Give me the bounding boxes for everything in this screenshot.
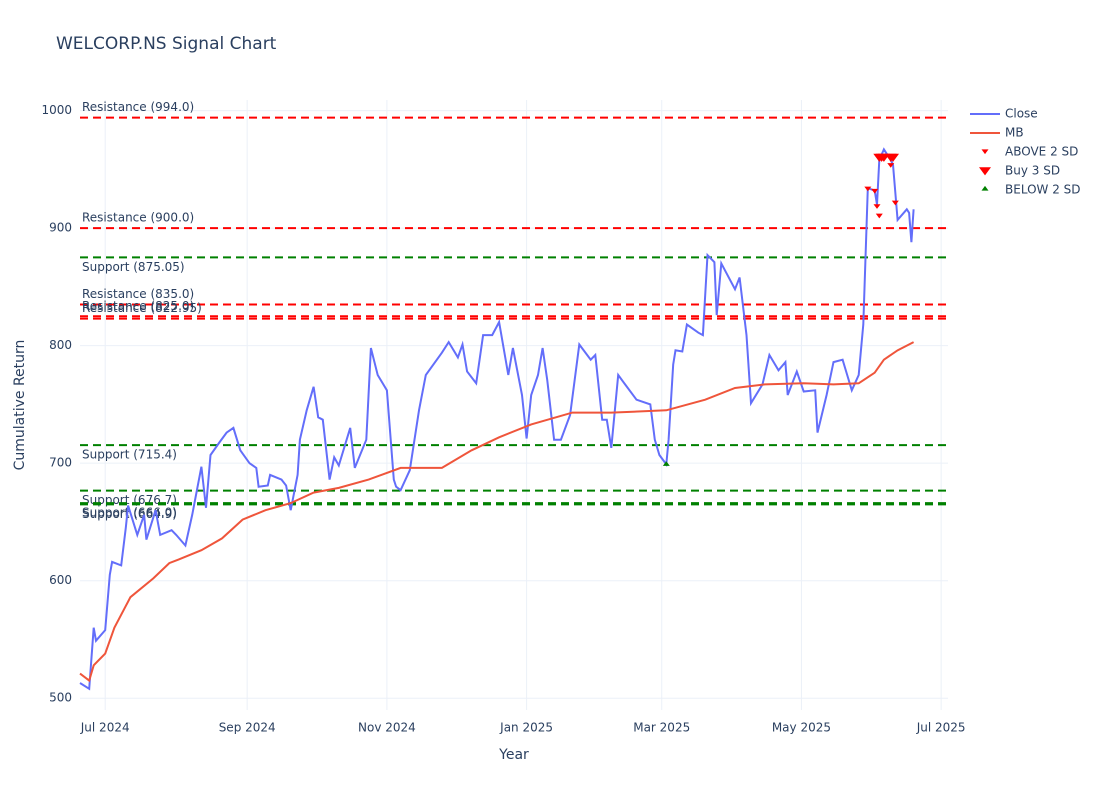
x-tick-label: Sep 2024 xyxy=(219,721,276,735)
y-axis-title: Cumulative Return xyxy=(12,340,28,471)
legend-swatch xyxy=(981,149,989,155)
signal-marker xyxy=(871,188,879,194)
level-label: Resistance (825.0) xyxy=(82,299,194,313)
x-tick-label: Jan 2025 xyxy=(499,721,553,735)
signal-marker xyxy=(662,461,670,466)
signal-marker xyxy=(887,163,895,168)
signal-marker xyxy=(891,200,899,206)
level-label: Support (715.4) xyxy=(82,448,177,462)
signal-marker xyxy=(887,153,900,162)
x-tick-label: Jul 2025 xyxy=(916,721,966,735)
x-tick-label: Nov 2024 xyxy=(358,721,416,735)
legend-label: BELOW 2 SD xyxy=(1005,183,1081,197)
level-label: Support (676.7) xyxy=(82,493,177,507)
level-label: Resistance (822.95) xyxy=(82,301,202,315)
legend-label: ABOVE 2 SD xyxy=(1005,145,1078,159)
level-label: Resistance (835.0) xyxy=(82,287,194,301)
signal-marker xyxy=(875,213,883,219)
y-tick-label: 500 xyxy=(49,691,72,705)
y-tick-label: 900 xyxy=(49,221,72,235)
legend-label: Buy 3 SD xyxy=(1005,164,1060,178)
y-tick-label: 600 xyxy=(49,573,72,587)
legend-swatch xyxy=(979,167,991,176)
chart-title: WELCORP.NS Signal Chart xyxy=(56,34,277,54)
legend-label: MB xyxy=(1005,126,1024,140)
x-axis-title: Year xyxy=(498,747,529,763)
legend-swatch xyxy=(981,185,989,191)
y-tick-label: 1000 xyxy=(41,103,72,117)
x-tick-label: Jul 2024 xyxy=(80,721,130,735)
level-label: Resistance (994.0) xyxy=(82,100,194,114)
legend-label: Close xyxy=(1005,107,1038,121)
x-tick-label: May 2025 xyxy=(772,721,831,735)
x-tick-label: Mar 2025 xyxy=(633,721,690,735)
signal-marker xyxy=(864,186,872,192)
series-line xyxy=(79,147,915,691)
series-line xyxy=(79,341,915,683)
level-label: Support (875.05) xyxy=(82,260,185,274)
y-tick-label: 700 xyxy=(49,456,72,470)
level-label: Resistance (900.0) xyxy=(82,211,194,225)
signal-marker xyxy=(873,204,881,209)
y-tick-label: 800 xyxy=(49,338,72,352)
